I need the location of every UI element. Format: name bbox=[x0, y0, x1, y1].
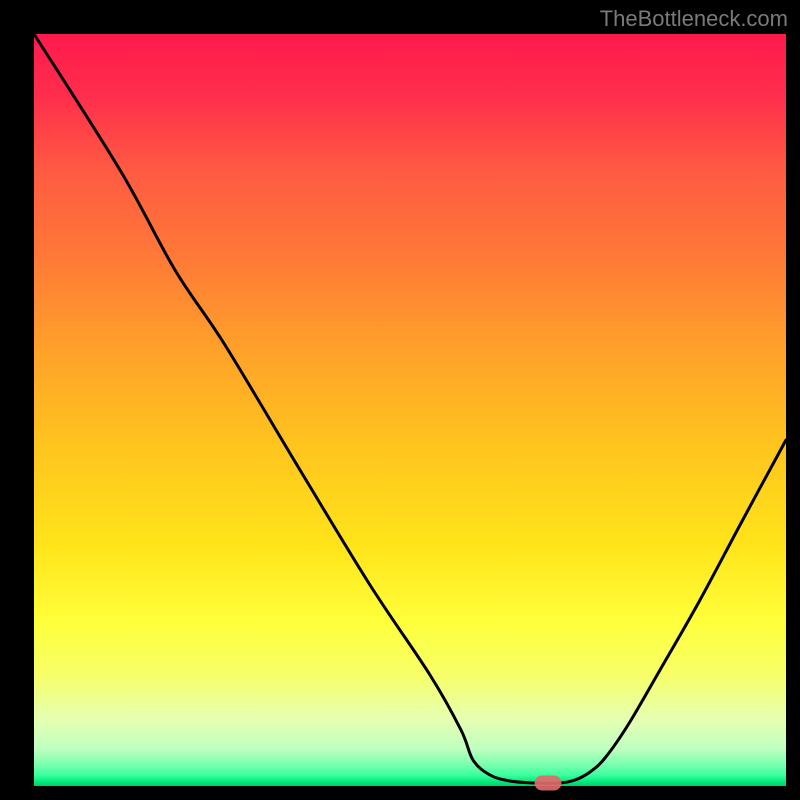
watermark-text: TheBottleneck.com bbox=[600, 6, 788, 32]
chart-frame bbox=[30, 30, 790, 790]
chart-container: TheBottleneck.com bbox=[0, 0, 800, 800]
optimum-marker bbox=[535, 776, 562, 791]
